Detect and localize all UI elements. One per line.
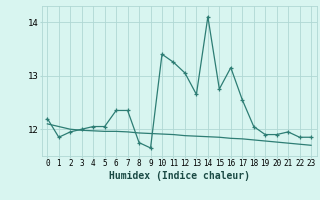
X-axis label: Humidex (Indice chaleur): Humidex (Indice chaleur) — [109, 171, 250, 181]
